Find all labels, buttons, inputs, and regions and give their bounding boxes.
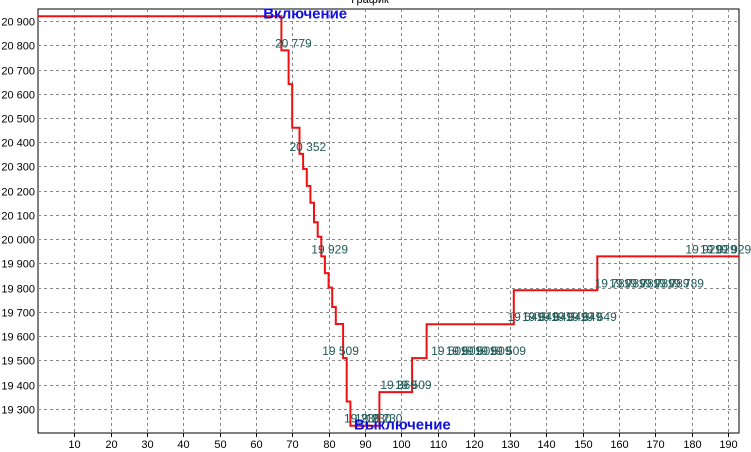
data-label: 19 929 (700, 242, 737, 256)
y-tick-label: 19 800 (1, 284, 35, 296)
data-label: 19 509 (322, 344, 359, 358)
x-tick-label: 120 (465, 439, 483, 451)
x-tick-label: 160 (610, 439, 628, 451)
y-tick-label: 20 200 (1, 187, 35, 199)
data-label: 19 789 (638, 276, 675, 290)
series-line (38, 15, 739, 427)
data-label: 19 789 (667, 276, 704, 290)
y-tick-label: 19 500 (1, 356, 35, 368)
data-label: 19 789 (609, 276, 646, 290)
x-tick-label: 10 (68, 439, 80, 451)
data-label: 19 509 (446, 344, 483, 358)
x-tick-label: 150 (574, 439, 592, 451)
y-tick-label: 19 600 (1, 332, 35, 344)
x-tick-label: 20 (105, 439, 117, 451)
y-tick-label: 20 600 (1, 90, 35, 102)
y-tick-label: 20 900 (1, 17, 35, 29)
data-label: 19 509 (460, 344, 497, 358)
data-label: 19 929 (685, 242, 722, 256)
y-tick-label: 20 700 (1, 66, 35, 78)
chart-title: График (351, 0, 389, 6)
data-label: 19 649 (580, 310, 617, 324)
plot-area (37, 8, 740, 434)
x-tick-label: 50 (214, 439, 226, 451)
y-tick-label: 20 000 (1, 235, 35, 247)
data-label: 19 649 (551, 310, 588, 324)
y-tick-label: 19 400 (1, 381, 35, 393)
x-tick-label: 170 (646, 439, 664, 451)
x-tick-label: 60 (250, 439, 262, 451)
x-tick-label: 70 (286, 439, 298, 451)
x-tick-label: 110 (430, 439, 448, 451)
y-tick-label: 19 900 (1, 259, 35, 271)
data-label: 19 789 (624, 276, 661, 290)
data-label: 20 779 (275, 36, 312, 50)
x-tick-label: 40 (177, 439, 189, 451)
x-tick-label: 90 (359, 439, 371, 451)
data-label: 19 230 (366, 412, 403, 426)
data-label: 19 230 (355, 412, 392, 426)
data-label: 19 649 (522, 310, 559, 324)
data-label: 19 649 (566, 310, 603, 324)
x-tick-label: 190 (719, 439, 737, 451)
data-label: 19 230 (344, 412, 381, 426)
data-label: 19 929 (311, 242, 348, 256)
y-tick-label: 20 400 (1, 138, 35, 150)
data-label: 19 369 (380, 378, 417, 392)
x-tick-label: 100 (392, 439, 410, 451)
x-tick-label: 140 (537, 439, 555, 451)
data-label: 19 789 (653, 276, 690, 290)
x-tick-label: 130 (501, 439, 519, 451)
y-tick-label: 20 500 (1, 114, 35, 126)
y-tick-label: 19 700 (1, 308, 35, 320)
data-label: 19 509 (489, 344, 526, 358)
event-label: Выключение (354, 416, 451, 433)
x-tick-label: 30 (141, 439, 153, 451)
x-tick-label: 180 (683, 439, 701, 451)
data-label: 19 789 (595, 276, 632, 290)
y-tick-label: 19 300 (1, 405, 35, 417)
data-label: 19 509 (475, 344, 512, 358)
y-tick-label: 20 300 (1, 162, 35, 174)
event-label: Включение (263, 6, 347, 23)
y-tick-label: 20 800 (1, 41, 35, 53)
data-label: 19 509 (395, 378, 432, 392)
data-label: 19 929 (714, 242, 751, 256)
data-label: 19 649 (507, 310, 544, 324)
x-tick-label: 80 (323, 439, 335, 451)
data-label: 19 649 (536, 310, 573, 324)
data-label: 20 352 (290, 140, 327, 154)
data-label: 19 509 (431, 344, 468, 358)
y-tick-label: 20 100 (1, 211, 35, 223)
